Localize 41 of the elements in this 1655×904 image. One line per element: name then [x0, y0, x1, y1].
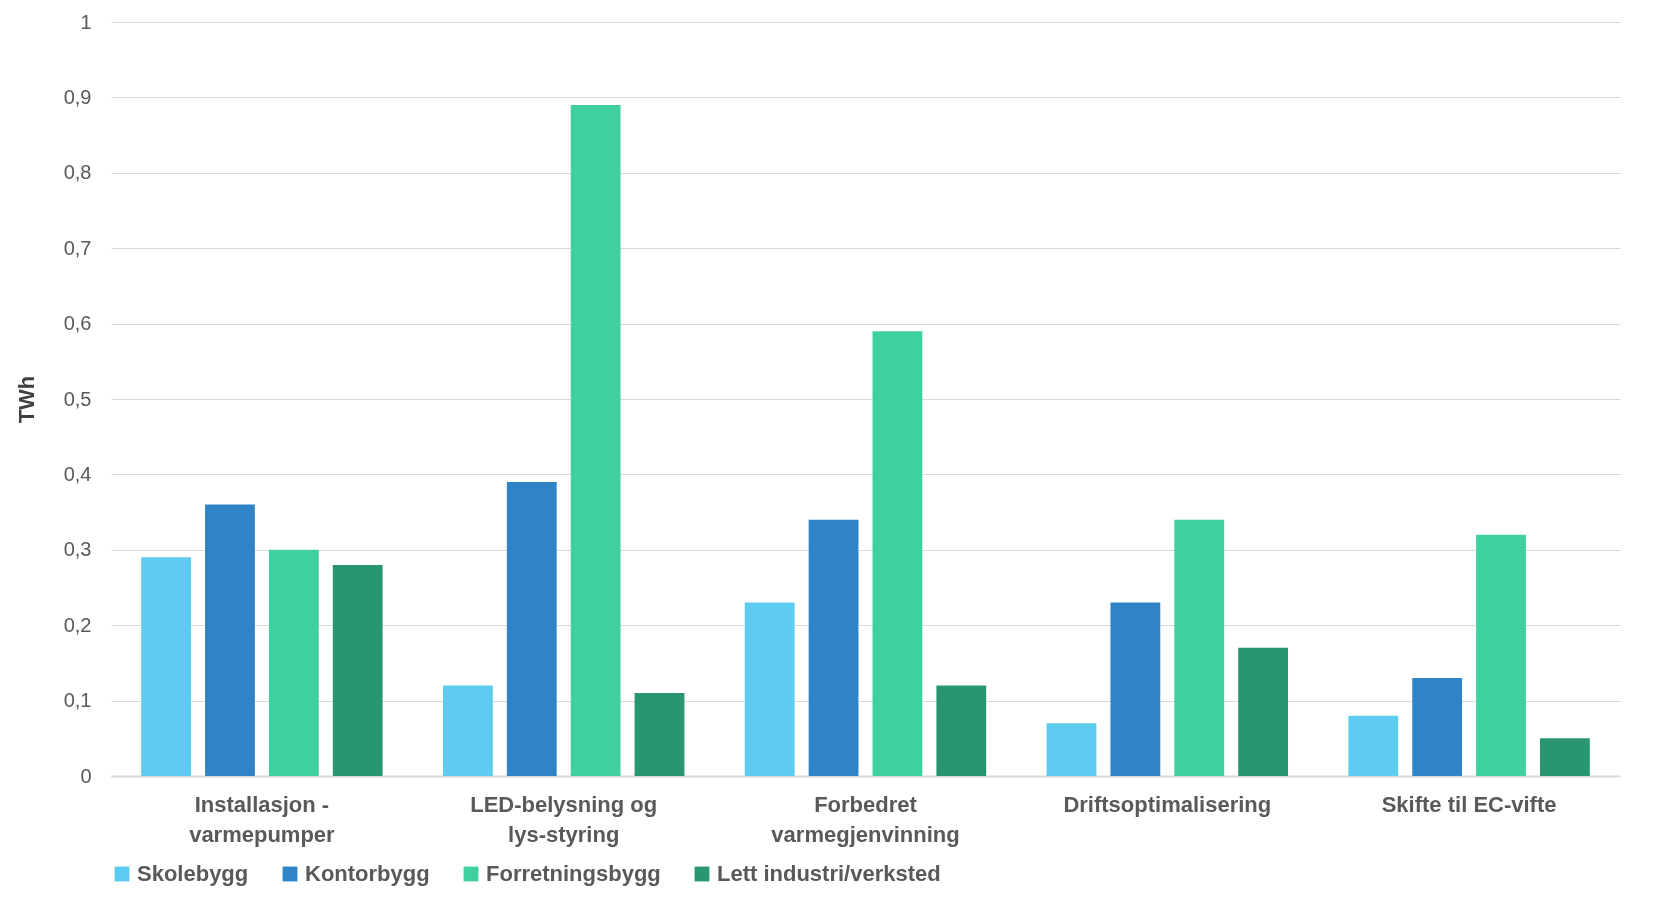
bar: [442, 685, 493, 776]
y-tick-label: 0: [80, 764, 92, 787]
x-tick-label: Driftsoptimalisering: [1063, 791, 1272, 817]
bar: [1110, 602, 1161, 776]
y-tick-label: 0,3: [63, 538, 92, 561]
legend-label: Skolebygg: [137, 861, 249, 886]
y-tick-label: 0,4: [63, 462, 92, 485]
bar: [808, 519, 859, 776]
bar: [268, 549, 319, 776]
bar: [936, 685, 987, 776]
bar: [1412, 677, 1463, 776]
bar: [1348, 715, 1399, 776]
legend-label: Forretningsbygg: [486, 861, 661, 886]
bar: [1540, 738, 1590, 776]
bar: [570, 104, 621, 776]
bar: [744, 602, 795, 776]
bar: [506, 481, 557, 776]
bar: [1174, 519, 1225, 776]
y-tick-label: 1: [80, 10, 92, 33]
y-tick-label: 0,5: [63, 387, 92, 410]
bar: [205, 504, 255, 776]
y-tick-label: 0,2: [63, 613, 92, 636]
legend-label: Lett industri/verksted: [717, 861, 941, 886]
y-axis-title: TWh: [13, 375, 39, 424]
y-tick-label: 0,6: [63, 312, 92, 335]
bar: [1476, 534, 1526, 776]
y-tick-label: 0,8: [63, 161, 92, 184]
y-tick-label: 0,9: [63, 85, 92, 108]
bar: [872, 331, 923, 776]
bar: [1046, 723, 1097, 776]
bar: [1238, 647, 1289, 776]
y-tick-label: 0,1: [63, 689, 92, 712]
x-tick-label: Forbedret varmegjenvinning: [771, 791, 960, 847]
x-tick-label: LED-belysning og lys-styring: [470, 791, 658, 847]
x-tick-label: Skifte til EC-vifte: [1381, 791, 1557, 817]
x-tick-label: Installasjon - varmepumper: [189, 791, 336, 847]
legend-label: Kontorbygg: [305, 861, 430, 886]
bar: [634, 693, 685, 776]
y-tick-label: 0,7: [63, 236, 92, 259]
bar: [141, 557, 191, 776]
bar: [332, 564, 383, 776]
